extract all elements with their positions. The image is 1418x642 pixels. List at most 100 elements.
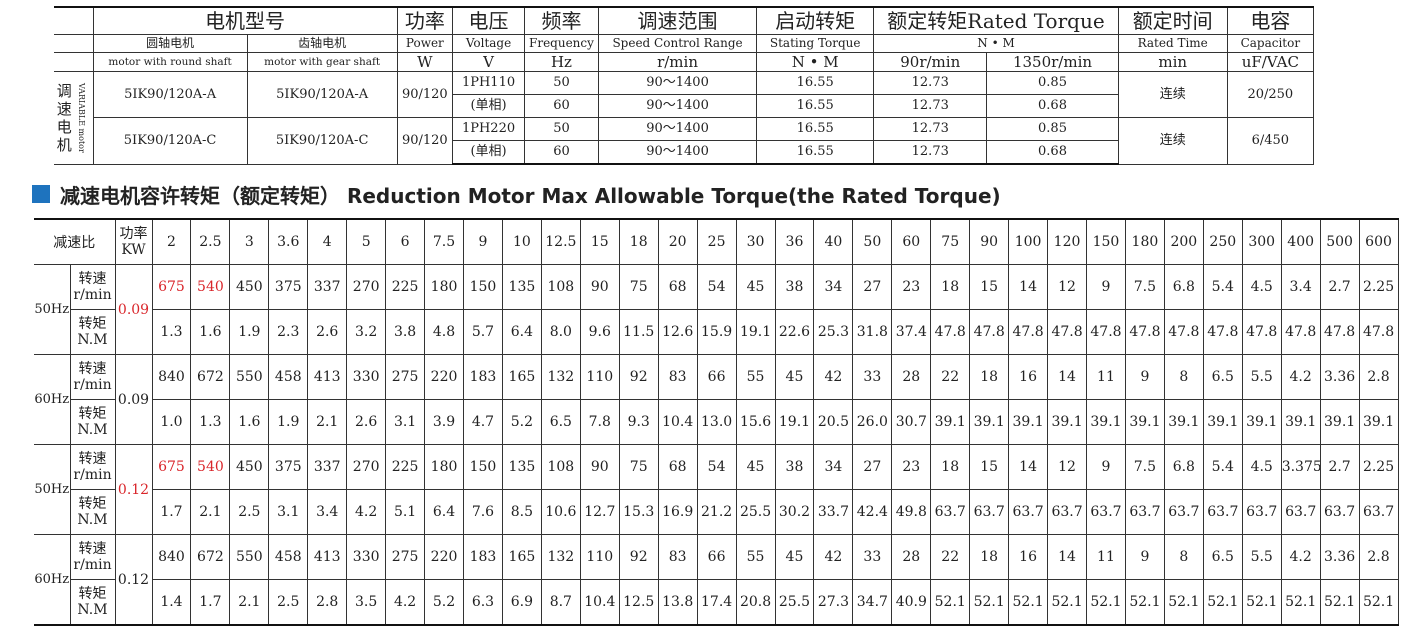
header-gear-shaft: 齿轴电机 xyxy=(246,34,398,53)
speed-value: 42 xyxy=(813,354,854,400)
torque-value: 39.1 xyxy=(1008,399,1049,445)
side-char: 电 xyxy=(56,117,72,136)
power-kw-value: 0.09 xyxy=(114,354,153,445)
speed-value: 275 xyxy=(385,354,426,400)
torque-value: 1.0 xyxy=(151,399,192,445)
speed-value: 75 xyxy=(618,444,659,490)
speed-value: 6.8 xyxy=(1163,264,1204,310)
speed-value: 108 xyxy=(540,444,581,490)
speed-value: 458 xyxy=(268,354,309,400)
unit-speed: r/min xyxy=(597,52,758,72)
header-model: 电机型号 xyxy=(92,6,398,35)
torque-value: 7.8 xyxy=(579,399,620,445)
speed-value: 450 xyxy=(229,444,270,490)
speed-value: 450 xyxy=(229,264,270,310)
speed-value: 9 xyxy=(1124,534,1165,580)
rated-1350: 1350r/min xyxy=(986,52,1119,72)
torque-value: 39.1 xyxy=(930,399,971,445)
torque-value: 5.1 xyxy=(385,489,426,535)
torque-value: 3.9 xyxy=(424,399,464,445)
side-label: 调 速 电 机 VARIABLE motor xyxy=(54,71,94,165)
torque-value: 63.7 xyxy=(1319,489,1360,535)
speed-unit: r/min xyxy=(73,467,112,483)
torque-value: 63.7 xyxy=(1202,489,1243,535)
header-voltage-en: Voltage xyxy=(452,34,525,53)
speed-value: 672 xyxy=(190,534,231,580)
motor-spec-table: 电机型号 功率 电压 频率 调速范围 启动转矩 额定转矩Rated Torque… xyxy=(54,6,1315,165)
speed-value: 28 xyxy=(891,354,932,400)
torque-row-label: 转矩 N.M xyxy=(69,579,116,626)
speed-value: 15 xyxy=(969,264,1010,310)
torque-value: 1.7 xyxy=(151,489,192,535)
speed-value: 90～1400 xyxy=(597,117,758,141)
model-gear: 5IK90/120A-C xyxy=(246,117,398,165)
speed-value: 337 xyxy=(307,444,348,490)
speed-value: 14 xyxy=(1047,534,1087,580)
torque-row-label: 转矩 N.M xyxy=(69,489,116,535)
torque-value: 2.1 xyxy=(190,489,231,535)
header-power-label: 功率 xyxy=(119,226,148,242)
header-round-shaft-en: motor with round shaft xyxy=(92,52,248,72)
torque-value: 63.7 xyxy=(1358,489,1399,535)
speed-value: 330 xyxy=(346,534,387,580)
torque-value: 1.9 xyxy=(268,399,309,445)
power-kw-value: 0.12 xyxy=(114,444,153,535)
speed-value: 135 xyxy=(501,264,542,310)
speed-value: 110 xyxy=(579,354,620,400)
ratio-header: 250 xyxy=(1202,218,1243,265)
speed-value: 150 xyxy=(463,444,503,490)
speed-value: 83 xyxy=(657,354,698,400)
torque-unit: N.M xyxy=(77,422,108,438)
speed-value: 90～1400 xyxy=(597,140,758,165)
ratio-header: 90 xyxy=(969,218,1010,265)
torque-value: 39.1 xyxy=(1202,399,1243,445)
speed-value: 90～1400 xyxy=(597,94,758,118)
unit-power: W xyxy=(396,52,454,72)
start-torque-value: 16.55 xyxy=(756,94,875,118)
speed-value: 42 xyxy=(813,534,854,580)
speed-value: 55 xyxy=(735,534,776,580)
torque-value: 25.5 xyxy=(774,579,815,626)
speed-value: 132 xyxy=(540,534,581,580)
torque-value: 9.3 xyxy=(618,399,659,445)
torque-value: 8.0 xyxy=(540,309,581,355)
torque-value: 34.7 xyxy=(852,579,893,626)
rated-1350-value: 0.85 xyxy=(986,117,1119,141)
speed-value: 92 xyxy=(618,354,659,400)
voltage-value: 1PH110 xyxy=(452,71,525,95)
torque-table: 减速比 功率 KW 2 2.5 3 3.6 4 5 6 7.5 9 10 12.5 15 18 20 25 30 36… xyxy=(34,218,1399,626)
side-char: 速 xyxy=(56,99,72,118)
speed-value: 66 xyxy=(696,534,737,580)
torque-value: 4.7 xyxy=(463,399,503,445)
torque-value: 8.5 xyxy=(501,489,542,535)
ratio-header: 150 xyxy=(1086,218,1126,265)
corner-cell xyxy=(54,6,94,35)
torque-value: 3.8 xyxy=(385,309,426,355)
capacitor-value: 20/250 xyxy=(1226,71,1315,118)
torque-value: 52.1 xyxy=(1008,579,1049,626)
torque-value: 19.1 xyxy=(774,399,815,445)
torque-value: 21.2 xyxy=(696,489,737,535)
speed-value: 9 xyxy=(1086,444,1126,490)
torque-value: 12.6 xyxy=(657,309,698,355)
speed-value: 6.5 xyxy=(1202,534,1243,580)
ratio-header: 300 xyxy=(1241,218,1282,265)
header-ratio: 减速比 xyxy=(34,218,116,265)
ratio-header: 3.6 xyxy=(268,218,309,265)
speed-value: 337 xyxy=(307,264,348,310)
speed-value: 220 xyxy=(424,534,464,580)
speed-value: 18 xyxy=(930,444,971,490)
speed-value: 55 xyxy=(735,354,776,400)
ratio-header: 200 xyxy=(1163,218,1204,265)
speed-value: 18 xyxy=(969,354,1010,400)
frequency-label: 60Hz xyxy=(34,354,71,445)
torque-value: 52.1 xyxy=(1358,579,1399,626)
ratio-header: 12.5 xyxy=(540,218,581,265)
torque-value: 52.1 xyxy=(969,579,1010,626)
frequency-value: 60 xyxy=(523,140,599,165)
speed-label: 转速 xyxy=(78,271,107,287)
speed-value: 9 xyxy=(1086,264,1126,310)
torque-value: 25.3 xyxy=(813,309,854,355)
speed-value: 14 xyxy=(1008,264,1049,310)
speed-value: 90～1400 xyxy=(597,71,758,95)
